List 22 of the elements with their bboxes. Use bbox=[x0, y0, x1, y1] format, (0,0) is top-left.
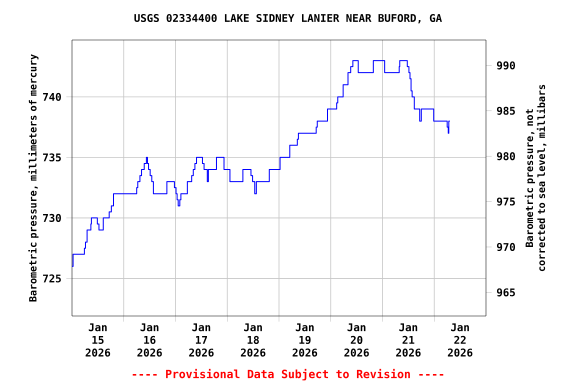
y-tick-label: 725 bbox=[43, 274, 61, 282]
x-tick-label: Jan 19 2026 bbox=[292, 323, 318, 357]
x-tick-label: Jan 22 2026 bbox=[448, 323, 472, 357]
x-tick-label: Jan 17 2026 bbox=[189, 323, 214, 357]
chart-title: USGS 02334400 LAKE SIDNEY LANIER NEAR BUFORD, GA bbox=[134, 14, 442, 24]
y2-axis-title: Barometric pressure, not corrected to sea level, millibars bbox=[524, 84, 546, 272]
y-axis-title: Barometric pressure, millimeters of mercury bbox=[28, 54, 39, 302]
text: ---- Provisional Data Subject to Revision ---- bbox=[132, 368, 444, 380]
x-tick-label: Jan 16 2026 bbox=[137, 323, 162, 357]
y2-tick-label: 970 bbox=[496, 242, 516, 252]
y-tick-label: 735 bbox=[43, 153, 61, 162]
y-tick-label: 730 bbox=[43, 214, 61, 222]
y2-tick-label: 990 bbox=[496, 61, 516, 70]
y-tick-label: 740 bbox=[43, 92, 61, 101]
x-tick-label: Jan 21 2026 bbox=[396, 323, 421, 357]
x-tick-label: Jan 20 2026 bbox=[344, 323, 369, 357]
y2-tick-label: 985 bbox=[496, 106, 515, 115]
x-tick-label: Jan 15 2026 bbox=[86, 323, 110, 357]
y2-tick-label: 980 bbox=[496, 152, 516, 160]
x-tick-label: Jan 18 2026 bbox=[240, 323, 266, 357]
y2-tick-label: 965 bbox=[496, 288, 515, 296]
y2-tick-label: 975 bbox=[496, 198, 515, 206]
